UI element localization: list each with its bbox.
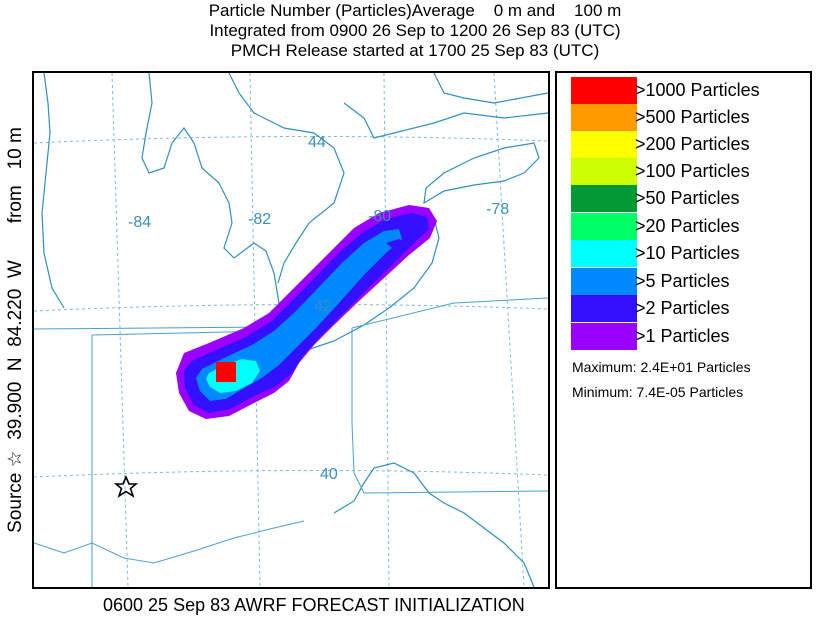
kentucky-line	[34, 520, 305, 564]
meridian-82	[249, 73, 261, 587]
legend-label: >5 Particles	[635, 271, 730, 291]
parallel-40	[34, 469, 548, 478]
pennsylvania-ny-line	[351, 297, 548, 329]
legend-swatch	[571, 77, 637, 104]
legend-item: >100 Particles	[571, 158, 801, 185]
legend-panel: >1000 Particles >500 Particles >200 Part…	[555, 71, 812, 589]
parallel-44	[34, 135, 548, 144]
legend-label: >500 Particles	[635, 107, 750, 127]
pennsylvania-south-line	[353, 472, 548, 494]
meridian-84	[111, 73, 129, 587]
legend-item: >1 Particles	[571, 323, 801, 350]
plume-map: -84 -82 -80 -78 44 42 40	[32, 71, 550, 589]
legend-label: >2 Particles	[635, 298, 730, 318]
state-lines	[34, 297, 548, 587]
map-title-line-1: Particle Number (Particles)Average 0 m a…	[208, 1, 622, 20]
forecast-initialization-label: 0600 25 Sep 83 AWRF FORECAST INITIALIZAT…	[103, 595, 525, 615]
lat-label-44: 44	[308, 134, 326, 151]
lat-label-42: 42	[314, 298, 332, 315]
map-title-line-3: PMCH Release started at 1700 25 Sep 83 (…	[230, 41, 600, 60]
legend-label: >1 Particles	[635, 326, 730, 346]
legend-swatch	[571, 131, 637, 158]
legend-swatch	[571, 185, 637, 212]
graticule	[34, 73, 548, 587]
lon-label-78: -78	[486, 201, 509, 218]
contour-2-upper-blob	[386, 239, 406, 251]
legend-swatch	[571, 104, 637, 131]
lon-label-82: -82	[248, 211, 271, 228]
legend-swatch	[571, 213, 637, 240]
legend-label: >10 Particles	[635, 243, 740, 263]
legend-label: >50 Particles	[635, 188, 740, 208]
legend-label: >100 Particles	[635, 161, 750, 181]
legend-label: >20 Particles	[635, 216, 740, 236]
legend-item: >1000 Particles	[571, 77, 801, 104]
legend-swatch	[571, 240, 637, 267]
lake-huron-boundary	[228, 73, 548, 284]
legend-minimum: Minimum: 7.4E-05 Particles	[572, 384, 744, 400]
plume-contours	[176, 205, 437, 419]
map-title-line-2: Integrated from 0900 26 Sep to 1200 26 S…	[209, 21, 621, 40]
legend-label: >1000 Particles	[635, 80, 760, 100]
legend-item: >200 Particles	[571, 131, 801, 158]
contour-5-particles	[196, 229, 402, 401]
legend-swatch	[571, 323, 637, 350]
lon-label-84: -84	[128, 214, 151, 231]
star-icon	[113, 474, 139, 498]
legend-item: >5 Particles	[571, 268, 801, 295]
southern-shore	[333, 462, 535, 587]
boundaries	[41, 73, 548, 587]
meridian-78	[493, 73, 525, 587]
legend-label: >200 Particles	[635, 134, 750, 154]
map-canvas: -84 -82 -80 -78 44 42 40	[34, 73, 548, 587]
michigan-boundary	[41, 73, 280, 324]
pennsylvania-ohio-line	[351, 328, 355, 474]
legend-maximum: Maximum: 2.4E+01 Particles	[572, 359, 751, 375]
legend-item: >10 Particles	[571, 240, 801, 267]
legend-item: >2 Particles	[571, 295, 801, 322]
legend-item: >50 Particles	[571, 185, 801, 212]
legend-swatch	[571, 268, 637, 295]
max-concentration-cell	[216, 362, 236, 382]
legend-item: >20 Particles	[571, 213, 801, 240]
meridian-80	[383, 73, 390, 587]
source-location-label: Source ☆ 39.900 N 84.220 W from 10 m	[5, 127, 26, 533]
lon-label-80: -80	[368, 208, 391, 225]
legend-item: >500 Particles	[571, 104, 801, 131]
lake-ontario-boundary	[423, 142, 540, 205]
ohio-north-line	[34, 326, 275, 330]
lat-label-40: 40	[320, 466, 338, 483]
legend-swatch	[571, 158, 637, 185]
legend-swatch	[571, 295, 637, 322]
